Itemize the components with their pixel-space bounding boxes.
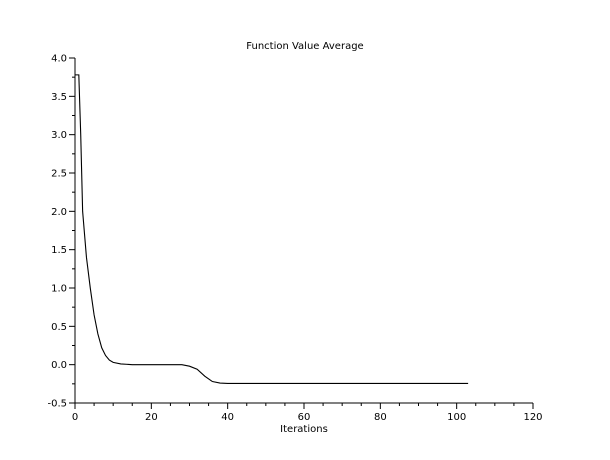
- x-tick-label: 40: [221, 412, 234, 423]
- x-axis-ticks: 0 20 40 60 80 100 120: [72, 403, 543, 423]
- y-tick-label: 2.5: [51, 169, 67, 180]
- chart-title: Function Value Average: [246, 41, 363, 52]
- series-line: [75, 74, 469, 384]
- y-tick-label: 4.0: [51, 54, 67, 65]
- x-tick-label: 0: [72, 412, 78, 423]
- y-tick-label: 1.5: [51, 245, 67, 256]
- x-tick-label: 60: [298, 412, 311, 423]
- y-tick-label: -0.5: [47, 399, 67, 410]
- x-tick-label: 120: [523, 412, 542, 423]
- y-tick-label: 0.5: [51, 322, 67, 333]
- y-tick-label: 2.0: [51, 207, 67, 218]
- x-axis-label: Iterations: [280, 424, 328, 435]
- y-tick-label: 3.5: [51, 92, 67, 103]
- x-tick-label: 80: [374, 412, 387, 423]
- y-tick-label: 0.0: [51, 360, 67, 371]
- y-axis-ticks: -0.5 0.0 0.5 1.0 1.5 2.0 2.5 3.0 3.5 4.0: [47, 54, 75, 410]
- y-tick-label: 1.0: [51, 284, 67, 295]
- y-tick-label: 3.0: [51, 130, 67, 141]
- x-tick-label: 100: [447, 412, 466, 423]
- x-tick-label: 20: [145, 412, 158, 423]
